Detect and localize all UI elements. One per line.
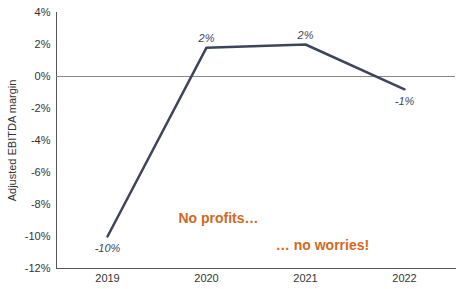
svg-text:0%: 0% — [35, 70, 51, 82]
svg-text:2020: 2020 — [194, 272, 218, 284]
svg-text:-8%: -8% — [31, 198, 51, 210]
svg-text:-6%: -6% — [31, 166, 51, 178]
svg-text:2%: 2% — [297, 29, 314, 41]
svg-text:4%: 4% — [35, 6, 51, 18]
svg-text:-1%: -1% — [395, 95, 415, 107]
svg-text:-2%: -2% — [31, 102, 51, 114]
svg-text:2%: 2% — [35, 38, 51, 50]
svg-text:2019: 2019 — [95, 272, 119, 284]
svg-text:-10%: -10% — [95, 242, 121, 254]
svg-text:Adjusted EBITDA margin: Adjusted EBITDA margin — [6, 80, 18, 202]
svg-text:2022: 2022 — [392, 272, 416, 284]
svg-text:2021: 2021 — [293, 272, 317, 284]
svg-text:No profits…: No profits… — [178, 210, 258, 226]
svg-text:2%: 2% — [198, 32, 215, 44]
svg-text:-12%: -12% — [25, 262, 51, 274]
svg-text:… no worries!: … no worries! — [276, 237, 369, 253]
svg-text:-4%: -4% — [31, 134, 51, 146]
svg-text:-10%: -10% — [25, 230, 51, 242]
